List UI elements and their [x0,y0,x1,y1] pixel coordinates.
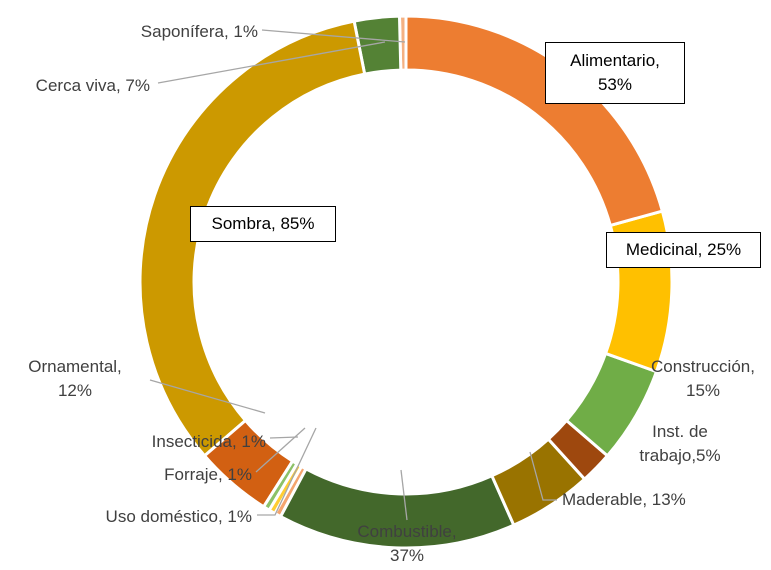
donut-segment [138,19,367,458]
data-label: Insecticida, 1% [151,432,266,451]
leader-line [269,436,299,439]
leader-line [257,427,317,516]
data-label: Construcción, 15% [651,357,755,400]
donut-segment [404,14,665,228]
donut-segment [202,418,295,509]
leader-line [529,451,557,501]
data-label: Maderable, 13% [562,490,686,509]
leader-line [261,29,406,43]
leader-line [157,41,386,84]
data-label: Combustible, 37% [357,522,457,565]
donut-segment [546,418,610,482]
donut-segment [352,14,403,76]
donut-segment [278,466,516,550]
data-label: Inst. de trabajo,5% [639,422,721,465]
data-label: Cerca viva, 7% [35,76,150,95]
data-label: Uso doméstico, 1% [105,507,252,526]
data-label: Saponífera, 1% [140,22,258,41]
leader-line [149,379,266,414]
data-label: Ornamental, 12% [28,357,122,400]
leader-line [400,469,408,521]
data-label: Forraje, 1% [164,465,252,484]
data-label: Alimentario, 53% [545,42,685,104]
leader-line [255,427,306,473]
data-label: Sombra, 85% [190,206,336,242]
leader-lines [149,29,557,521]
data-label: Medicinal, 25% [606,232,761,268]
donut-segment [564,351,659,458]
